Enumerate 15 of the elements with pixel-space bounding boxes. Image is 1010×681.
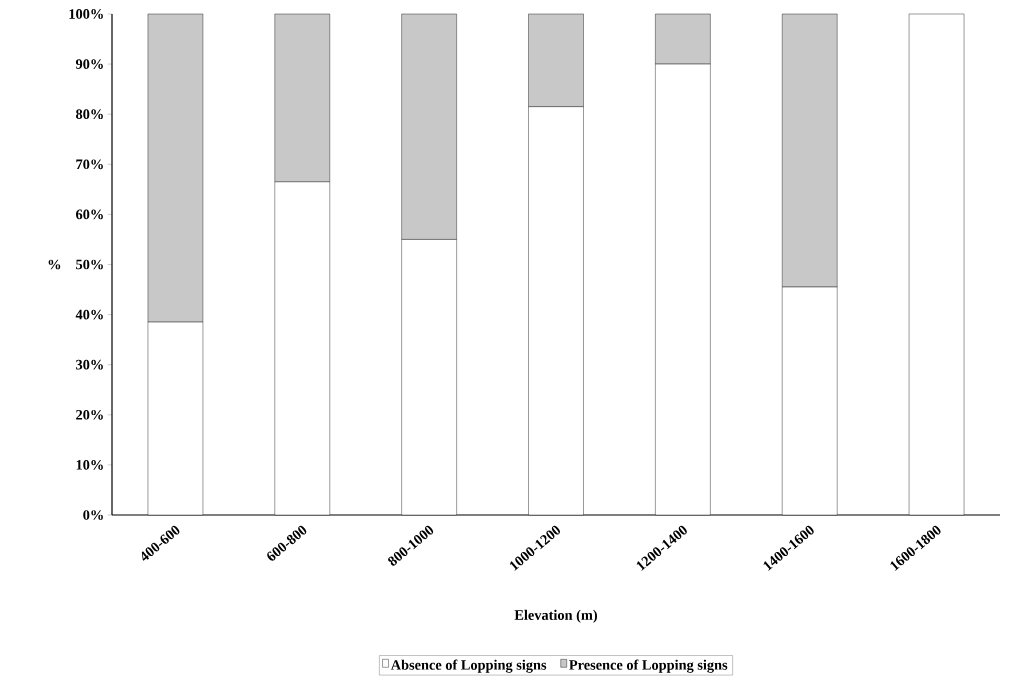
y-tick-label: 100% [69,9,103,19]
y-tick-label: 70% [76,159,103,170]
y-tick-label: 0% [83,510,103,520]
legend-label: Presence of Lopping signs [569,659,728,673]
y-tick-label: 90% [75,59,103,69]
y-tick-label: 40% [75,309,103,320]
x-axis-title: Elevation (m) [514,609,598,623]
y-tick-label: 20% [76,409,103,420]
legend-label: Absence of Lopping signs [390,659,547,673]
y-tick-label: 50% [76,259,103,270]
y-tick-label: 80% [76,109,103,120]
y-tick-label: 10% [76,460,103,470]
y-axis-title: % [48,259,61,270]
y-tick-label: 60% [76,209,103,220]
y-tick-label: 30% [76,359,103,370]
